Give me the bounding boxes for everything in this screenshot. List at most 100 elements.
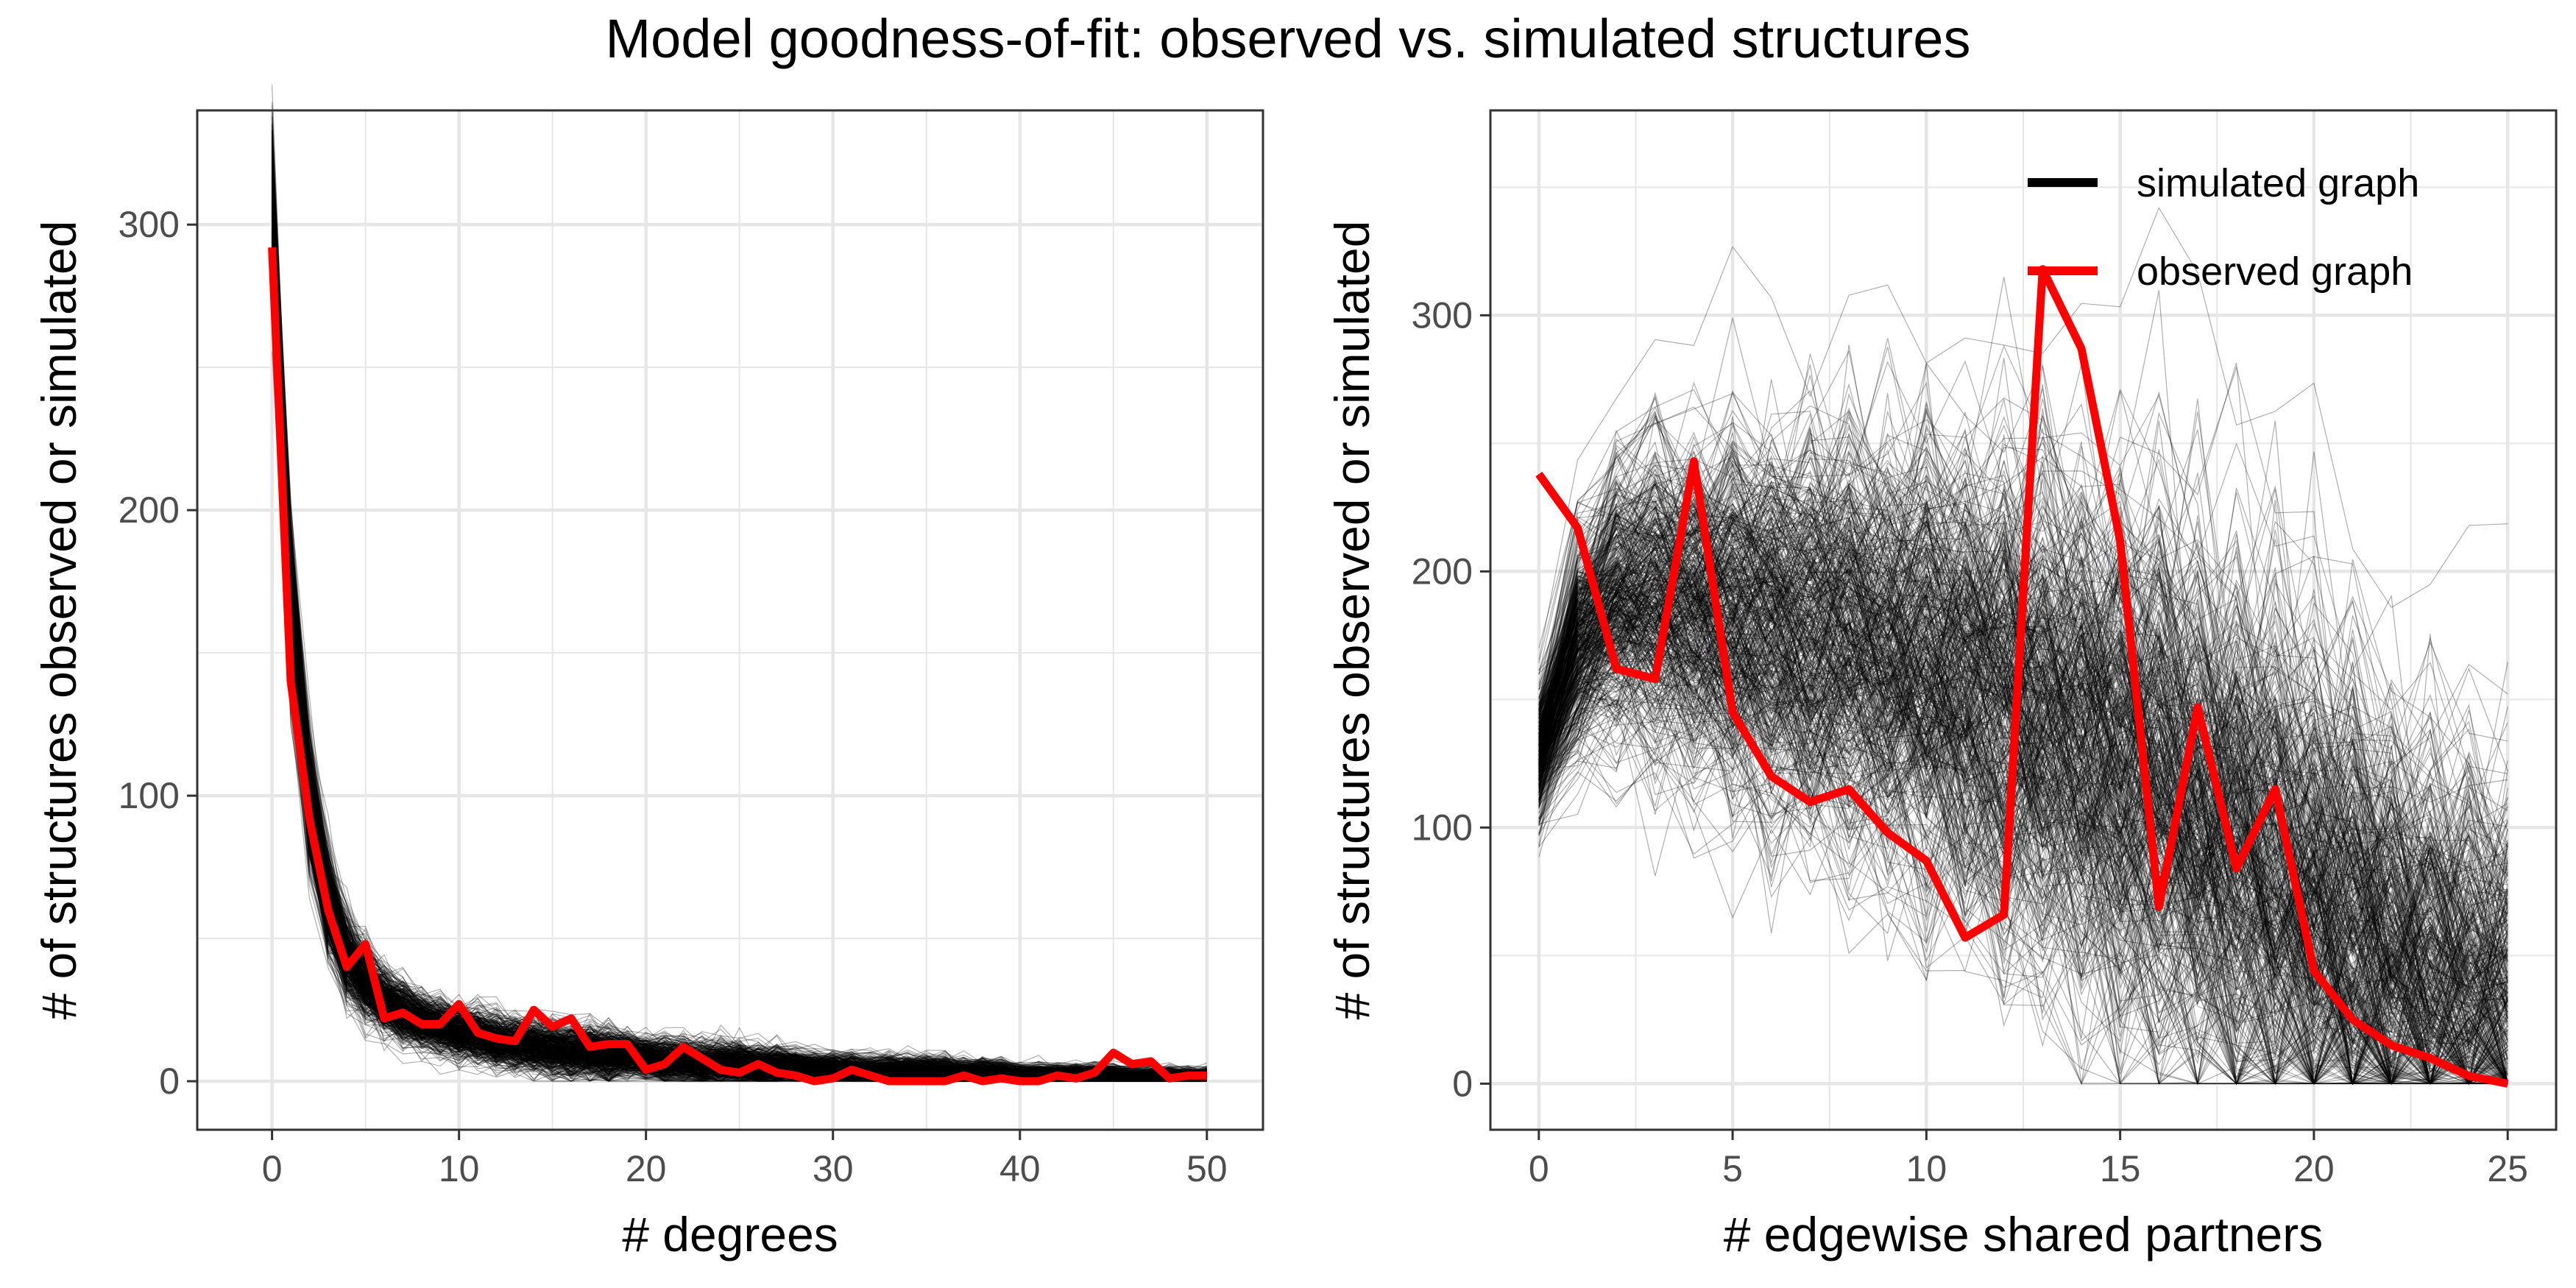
simulated-line	[272, 175, 1207, 1080]
simulated-line	[1538, 504, 2508, 1068]
simulated-line	[1538, 520, 2508, 1069]
simulated-line	[1538, 606, 2508, 1084]
simulated-line	[1538, 608, 2508, 1084]
x-axis-title: # edgewise shared partners	[1724, 1207, 2324, 1262]
simulated-line	[1538, 450, 2508, 991]
simulated-line	[272, 85, 1207, 1077]
simulated-line	[1538, 381, 2508, 906]
simulated-line	[1538, 510, 2508, 1084]
simulated-line	[1538, 636, 2508, 1084]
simulated-line	[1538, 556, 2508, 1086]
simulated-line	[1538, 592, 2508, 1084]
simulated-line	[1538, 587, 2508, 1085]
simulated-line	[1538, 602, 2508, 1085]
simulated-line	[1538, 606, 2508, 1084]
simulated-line	[1538, 620, 2508, 1085]
simulated-line	[1538, 715, 2508, 1085]
y-tick-label: 100	[1412, 807, 1473, 848]
simulated-line	[1538, 592, 2508, 1085]
simulated-line	[272, 150, 1207, 1077]
simulated-line	[272, 130, 1207, 1072]
x-tick-label: 0	[262, 1148, 283, 1189]
simulated-line	[272, 214, 1207, 1077]
simulated-line	[272, 180, 1207, 1075]
simulated-line	[272, 124, 1207, 1078]
simulated-line	[1538, 591, 2508, 1084]
simulated-line	[1538, 700, 2508, 1085]
simulated-line	[1538, 749, 2508, 1084]
simulated-line	[272, 169, 1207, 1074]
simulated-line	[1538, 549, 2508, 1052]
simulated-line	[1538, 555, 2508, 1016]
simulated-line	[1538, 652, 2508, 1084]
simulated-line	[1538, 521, 2508, 959]
simulated-line	[1538, 581, 2508, 1086]
simulated-line	[272, 162, 1207, 1080]
simulated-line	[1538, 698, 2508, 1084]
simulated-line	[1538, 539, 2508, 1084]
simulated-line	[1538, 539, 2508, 1086]
simulated-line	[1538, 631, 2508, 1084]
simulated-line	[272, 194, 1207, 1079]
simulated-line	[272, 138, 1207, 1080]
simulated-line	[1538, 539, 2508, 1085]
simulated-line	[1538, 576, 2508, 1084]
simulated-line	[1538, 523, 2508, 1082]
simulated-line	[1538, 722, 2508, 1084]
simulated-line	[1538, 505, 2508, 1084]
simulated-line	[1538, 521, 2508, 1085]
simulated-line	[1538, 529, 2508, 1056]
simulated-line	[1538, 665, 2508, 1085]
panel-edgewise-shared-partners: 0 5 10 15 20 25 0 100 200 300 # edgewise shared pa…	[1325, 109, 2558, 1262]
x-tick-label: 20	[626, 1148, 667, 1189]
simulated-line	[1538, 641, 2508, 1086]
simulated-line	[1538, 620, 2508, 1084]
simulated-line	[272, 151, 1207, 1077]
simulated-line	[272, 161, 1207, 1078]
simulated-line	[1538, 362, 2508, 910]
simulated-line	[1538, 431, 2508, 933]
simulated-line	[1538, 595, 2508, 1085]
simulated-line	[1538, 594, 2508, 1086]
simulated-line	[1538, 582, 2508, 1059]
simulated-line	[272, 207, 1207, 1079]
simulated-line	[1538, 638, 2508, 1084]
simulated-line	[1538, 548, 2508, 1085]
simulated-line	[1538, 612, 2508, 1085]
simulated-line	[1538, 584, 2508, 1085]
simulated-line	[1538, 644, 2508, 1085]
simulated-line	[272, 183, 1207, 1075]
legend-label-simulated: simulated graph	[2137, 161, 2419, 205]
chart-title: Model goodness-of-fit: observed vs. simu…	[605, 8, 1971, 69]
y-tick-label: 0	[1452, 1063, 1473, 1104]
simulated-line	[1538, 389, 2508, 921]
simulated-line	[272, 205, 1207, 1080]
simulated-line	[1538, 578, 2508, 1085]
plot-border	[196, 109, 1264, 1131]
simulated-line	[1538, 428, 2508, 1086]
simulated-line	[272, 193, 1207, 1082]
simulated-line	[1538, 609, 2508, 1010]
simulated-line	[1538, 538, 2508, 1085]
simulated-line	[1538, 598, 2508, 1085]
simulated-line	[1538, 634, 2508, 1084]
simulated-line	[1538, 596, 2508, 1084]
simulated-line	[272, 149, 1207, 1080]
simulated-line	[1538, 640, 2508, 1086]
simulated-line	[272, 116, 1207, 1078]
simulated-line	[1538, 541, 2508, 1084]
simulated-line	[272, 213, 1207, 1081]
simulated-line	[1538, 634, 2508, 1085]
simulated-line	[272, 159, 1207, 1076]
simulated-line	[272, 163, 1207, 1078]
simulated-line	[1538, 637, 2508, 1084]
simulated-line	[1538, 529, 2508, 1085]
simulated-line	[1538, 546, 2508, 1032]
simulated-line	[1538, 557, 2508, 1084]
simulated-line	[1538, 623, 2508, 1086]
simulated-line	[1538, 535, 2508, 1084]
simulated-line	[272, 174, 1207, 1078]
simulated-line	[1538, 568, 2508, 1016]
simulated-line	[272, 189, 1207, 1079]
